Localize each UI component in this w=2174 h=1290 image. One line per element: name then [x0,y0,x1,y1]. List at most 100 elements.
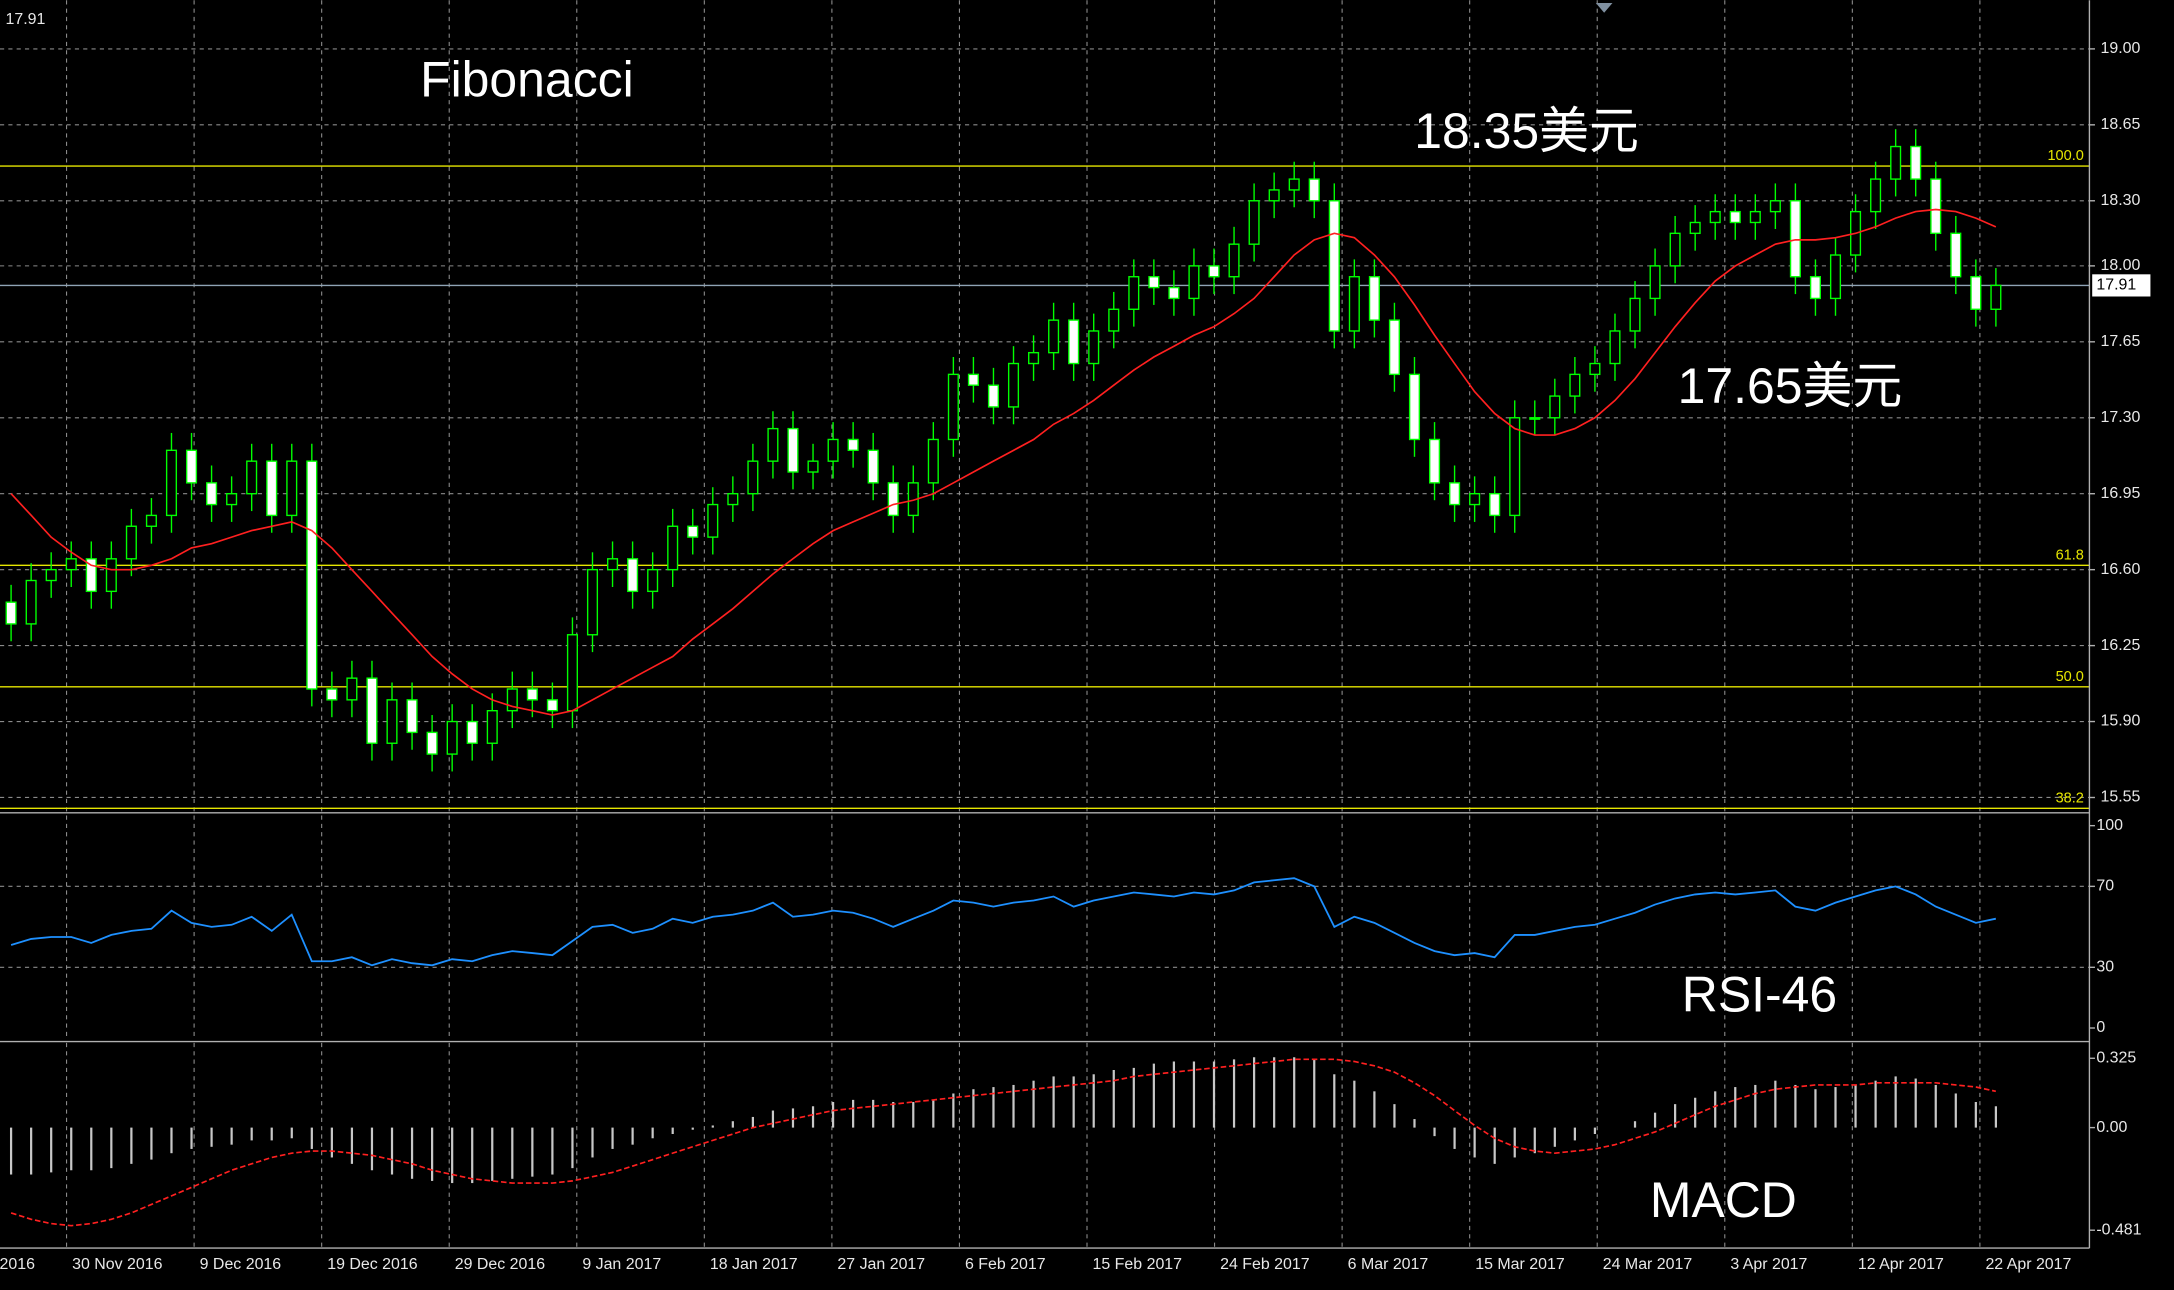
candle-body [607,558,619,571]
x-tick-label: 6 Feb 2017 [965,1256,1046,1273]
moving-average [10,208,1997,716]
x-tick-label: 29 Dec 2016 [455,1256,546,1273]
candle-body [546,699,558,712]
annotation: Fibonacci [420,52,634,108]
current-price-box [2092,274,2151,297]
annotation: RSI-46 [1682,967,1837,1023]
candle-body [226,493,238,506]
y-tick-label: 15.55 [2101,789,2141,806]
shift-marker [1595,3,1613,13]
grid [0,0,2090,1249]
candle-body [1469,493,1481,506]
candle-body [1609,330,1621,365]
candle-body [506,688,518,712]
candle-body [65,558,77,571]
candle-body [1308,178,1320,202]
candle-body [747,460,759,495]
y-tick-label: 17.30 [2101,409,2141,426]
y-tick-label: 0 [2096,1019,2105,1036]
candle-body [1549,395,1561,419]
candle-body [1188,265,1200,300]
macd-signal [10,1058,1997,1227]
candle-body [25,579,37,625]
candle-body [1950,232,1962,278]
candle-body [386,699,398,744]
candle-body [1108,308,1120,332]
y-tick-label: -0.481 [2096,1221,2141,1238]
y-tick-label: 18.65 [2101,116,2141,133]
candle-body [1709,210,1721,224]
candle-body [1128,276,1140,310]
marks [0,129,2090,1227]
candle-body [807,460,819,473]
candle-body [1408,373,1421,441]
candle-body [1007,362,1020,408]
annotation: 17.65美元 [1678,358,1903,414]
candle-body [667,525,679,571]
x-tick-label: 24 Mar 2017 [1603,1256,1693,1273]
y-tick-label: 70 [2096,878,2114,895]
y-tick-label: 18.30 [2101,192,2141,209]
candle-body [85,558,97,593]
candle-body [266,460,278,517]
candle-body [1428,438,1441,484]
candle-body [947,373,959,441]
candle-body [1208,265,1220,278]
candle-body [1649,265,1661,300]
candle-body [246,460,258,495]
x-tick-label: 21 Nov 2016 [0,1256,35,1273]
candle-body [206,482,218,506]
rsi-line [10,877,1997,967]
x-tick-label: 24 Feb 2017 [1220,1256,1310,1273]
candle-body [1749,210,1761,224]
candle-body [1248,200,1260,245]
candle-body [927,438,939,484]
candle-body [1729,210,1741,224]
candle-body [1228,243,1240,278]
candle-body [1930,178,1942,235]
candle-body [446,720,458,755]
candle-body [687,525,699,538]
candle-body [1449,482,1461,506]
candle-body [1368,276,1380,321]
candle-body [406,699,418,734]
x-tick-label: 9 Jan 2017 [582,1256,661,1273]
candle-body [306,460,318,690]
y-tick-label: 30 [2096,959,2114,976]
candle-body [787,427,799,473]
candle-body [45,568,57,582]
current-price-label: 17.91 [2096,277,2136,294]
candle-body [1910,145,1922,180]
candle-body [125,525,137,560]
candle-body [887,482,899,517]
candle-body [326,688,338,701]
candle-body [1870,178,1882,213]
candle-body [1509,417,1521,517]
candle-body [346,677,358,701]
candle-body [1328,200,1340,332]
candle-body [647,568,659,593]
candle-body [1489,493,1501,517]
x-tick-label: 3 Apr 2017 [1730,1256,1807,1273]
x-tick-label: 15 Mar 2017 [1475,1256,1565,1273]
candle-body [1148,276,1160,289]
candle-body [627,558,639,593]
y-tick-label: 18.00 [2101,257,2141,274]
price-readout: 17.91 [6,11,46,28]
candle-body [586,568,599,636]
candle-body [1769,200,1781,213]
candle-body [1569,373,1581,397]
y-tick-label: 16.95 [2101,485,2141,502]
candle-body [426,731,438,755]
candle-body [1048,319,1060,354]
x-tick-label: 15 Feb 2017 [1093,1256,1183,1273]
candle-body [1789,200,1801,278]
candle-body [1268,189,1280,202]
candle-body [105,558,117,593]
x-tick-label: 6 Mar 2017 [1348,1256,1429,1273]
candle-body [366,677,378,744]
candle-body [1829,254,1842,300]
candle-body [1970,276,1982,310]
